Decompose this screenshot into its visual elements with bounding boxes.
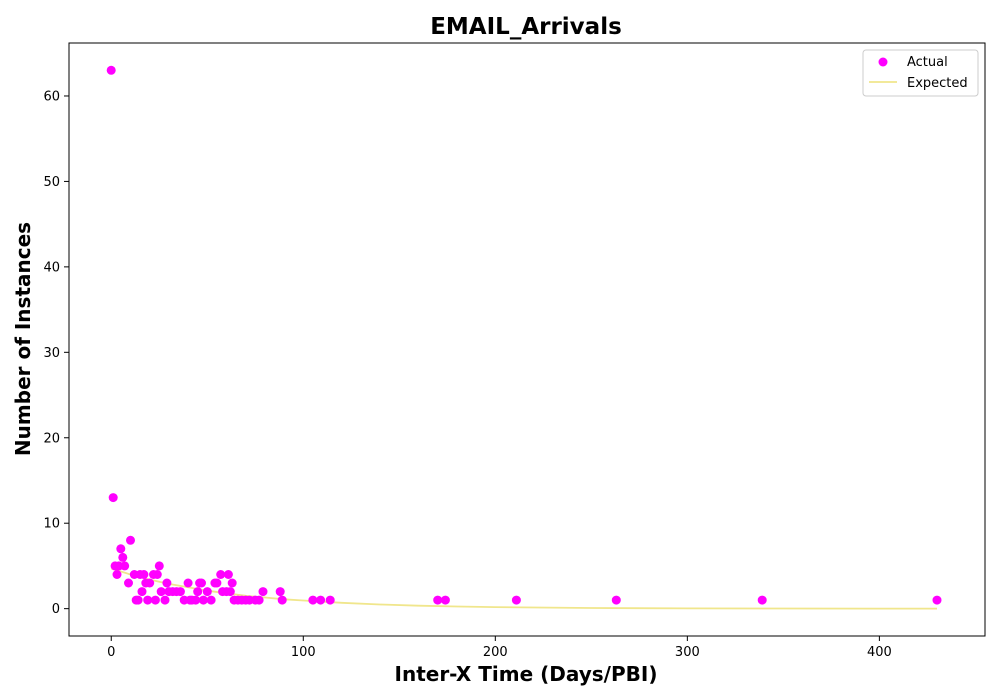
x-tick-label-400: 400 [867,645,892,660]
data-point-actual-1 [108,493,118,503]
y-tick-label-30: 30 [43,346,60,361]
chart-title: EMAIL_Arrivals [430,14,622,40]
data-point-actual-42 [212,578,222,588]
data-point-actual-8 [124,578,133,588]
data-point-actual-59 [308,595,318,605]
data-point-actual-35 [193,587,203,597]
data-point-actual-40 [206,595,216,605]
x-tick-label-0: 0 [107,645,115,660]
data-point-actual-6 [118,552,128,562]
y-tick-label-50: 50 [43,175,60,190]
data-point-actual-63 [440,595,450,605]
data-point-actual-38 [198,595,208,605]
legend-label-expected: Expected [907,76,968,91]
data-point-actual-57 [275,587,285,597]
data-point-actual-21 [152,570,162,579]
plot-frame [68,42,986,637]
legend-marker-actual [878,57,888,67]
data-point-actual-55 [254,595,264,605]
y-tick-label-0: 0 [52,602,60,617]
x-axis-title: Inter-X Time (Days/PBI) [395,662,658,686]
data-point-actual-60 [316,595,326,605]
legend-box [862,49,979,97]
data-point-actual-17 [143,595,153,605]
data-point-actual-43 [216,570,226,579]
x-tick-label-100: 100 [291,645,316,660]
data-point-actual-0 [106,65,116,75]
data-point-actual-15 [139,570,149,579]
legend: Actual Expected [862,49,979,97]
data-point-actual-67 [932,595,942,605]
legend-label-actual: Actual [907,55,948,70]
data-point-actual-18 [145,578,155,588]
y-axis-title: Number of Instances [11,222,35,456]
data-point-actual-12 [133,595,143,605]
y-tick-label-20: 20 [43,431,60,446]
data-point-actual-58 [277,595,287,605]
plot-area: 0 100 200 300 400 0 10 20 30 40 50 60 [43,42,986,660]
data-point-actual-37 [197,578,206,588]
data-point-actual-7 [120,561,130,571]
data-point-actual-61 [325,595,335,605]
data-point-actual-23 [156,587,166,597]
data-point-actual-3 [112,570,122,579]
data-point-actual-34 [191,595,201,605]
data-point-actual-56 [258,587,268,597]
data-point-actual-24 [160,595,170,605]
y-tick-label-10: 10 [43,517,60,532]
data-point-actual-22 [154,561,164,571]
data-point-actual-48 [227,578,237,588]
data-point-actual-5 [116,544,126,554]
y-tick-label-60: 60 [43,89,60,104]
data-point-actual-65 [611,595,621,605]
data-point-actual-64 [511,595,521,605]
data-point-actual-9 [126,535,135,545]
data-point-actual-47 [225,587,235,597]
x-tick-label-300: 300 [675,645,700,660]
y-tick-label-40: 40 [43,260,60,275]
x-tick-label-200: 200 [483,645,508,660]
data-point-actual-46 [223,570,233,579]
data-point-actual-66 [757,595,767,605]
data-point-actual-39 [202,587,212,597]
data-point-actual-29 [175,587,185,597]
data-point-actual-14 [137,587,147,597]
data-point-actual-20 [150,595,160,605]
data-point-actual-31 [183,578,193,588]
data-point-actual-25 [162,578,172,588]
data-point-actual-62 [433,595,443,605]
series-line-expected [110,567,937,610]
